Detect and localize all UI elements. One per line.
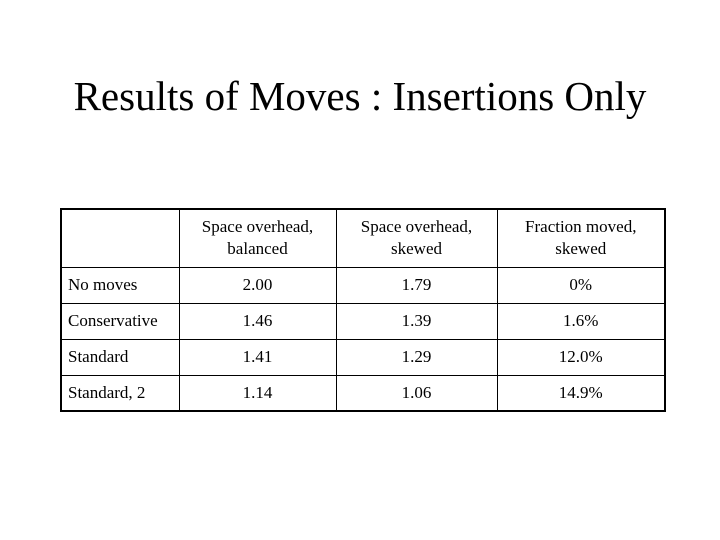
cell-fraction-moved: 1.6%: [496, 302, 666, 340]
header-line-2: balanced: [227, 239, 288, 259]
cell-space-skewed: 1.29: [335, 338, 498, 376]
cell-space-balanced: 1.41: [178, 338, 337, 376]
header-space-overhead-balanced: Space overhead, balanced: [178, 208, 337, 268]
cell-space-balanced: 1.14: [178, 374, 337, 412]
table-row: Standard 1.41 1.29 12.0%: [60, 338, 666, 376]
cell-space-balanced: 2.00: [178, 266, 337, 304]
results-table: Space overhead, balanced Space overhead,…: [60, 208, 666, 412]
row-label: Conservative: [60, 302, 180, 340]
table-row: Conservative 1.46 1.39 1.6%: [60, 302, 666, 340]
table-row: Standard, 2 1.14 1.06 14.9%: [60, 374, 666, 412]
cell-space-skewed: 1.79: [335, 266, 498, 304]
table-row: No moves 2.00 1.79 0%: [60, 266, 666, 304]
cell-fraction-moved: 12.0%: [496, 338, 666, 376]
cell-space-skewed: 1.39: [335, 302, 498, 340]
corner-header-cell: [60, 208, 180, 268]
header-line-2: skewed: [391, 239, 442, 259]
cell-fraction-moved: 0%: [496, 266, 666, 304]
cell-space-skewed: 1.06: [335, 374, 498, 412]
header-line-1: Fraction moved,: [525, 217, 637, 237]
slide-title: Results of Moves : Insertions Only: [73, 73, 647, 119]
row-label: Standard, 2: [60, 374, 180, 412]
header-line-1: Space overhead,: [360, 217, 473, 237]
row-label: Standard: [60, 338, 180, 376]
header-line-1: Space overhead,: [201, 217, 314, 237]
cell-fraction-moved: 14.9%: [496, 374, 666, 412]
header-line-2: skewed: [555, 239, 607, 259]
table-header-row: Space overhead, balanced Space overhead,…: [60, 208, 666, 268]
header-space-overhead-skewed: Space overhead, skewed: [335, 208, 498, 268]
header-fraction-moved-skewed: Fraction moved, skewed: [496, 208, 666, 268]
row-label: No moves: [60, 266, 180, 304]
cell-space-balanced: 1.46: [178, 302, 337, 340]
